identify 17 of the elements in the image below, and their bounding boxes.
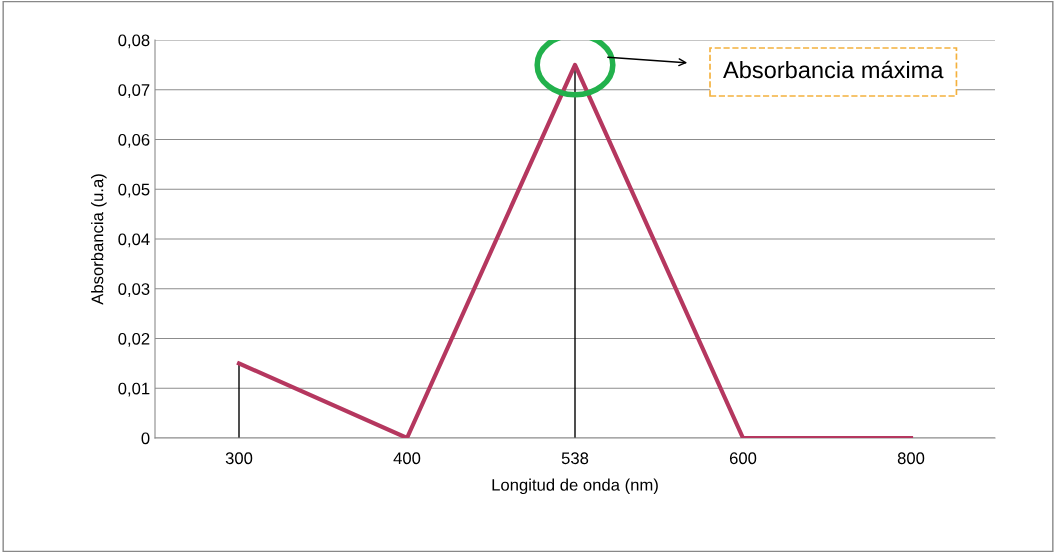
- x-tick-label: 538: [561, 452, 589, 465]
- y-tick-label: 0: [141, 432, 150, 445]
- x-tick-label: 300: [225, 452, 253, 465]
- y-tick-label: 0,04: [118, 233, 150, 248]
- y-tick-label: 0,03: [118, 283, 150, 297]
- y-axis-title: Absorbancia (u.a): [91, 174, 107, 305]
- x-tick-label: 600: [729, 452, 757, 465]
- y-tick-label: 0,01: [118, 382, 150, 397]
- y-tick-label: 0,08: [118, 34, 150, 49]
- annotation: Absorbancia máxima: [723, 60, 944, 79]
- y-tick-label: 0,05: [118, 183, 150, 198]
- y-tick-label: 0,02: [118, 332, 150, 347]
- y-tick-label: 0,07: [118, 84, 150, 98]
- x-tick-label: 800: [897, 452, 925, 465]
- x-tick-label: 400: [393, 452, 421, 465]
- y-tick-label: 0,06: [118, 133, 150, 148]
- x-axis-title: Longitud de onda (nm): [492, 478, 658, 495]
